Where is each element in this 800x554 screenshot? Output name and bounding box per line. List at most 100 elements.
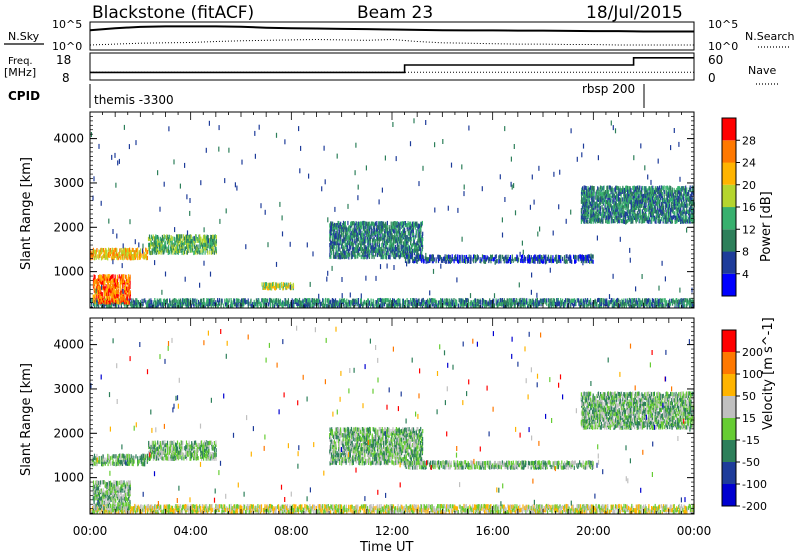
echo-cell xyxy=(653,200,655,205)
echo-cell xyxy=(569,298,571,303)
echo-cell xyxy=(408,226,410,231)
echo-cell xyxy=(620,203,622,208)
echo-cell xyxy=(115,294,117,299)
echo-cell xyxy=(427,303,429,308)
echo-cell xyxy=(207,235,209,240)
echo-cell xyxy=(108,276,111,281)
echo-cell xyxy=(170,235,172,240)
echo-cell xyxy=(220,298,222,303)
echo-cell xyxy=(107,278,110,283)
echo-cell xyxy=(355,238,357,243)
echo-cell xyxy=(656,210,658,215)
echo-cell xyxy=(631,219,633,224)
echo-cell xyxy=(521,258,523,263)
echo-cell xyxy=(490,255,493,260)
echo-cell xyxy=(151,248,153,253)
echo-cell xyxy=(552,300,554,305)
echo-cell xyxy=(666,185,668,190)
echo-cell xyxy=(435,302,437,307)
echo-cell xyxy=(530,255,532,260)
echo-cell xyxy=(593,195,595,200)
echo-cell xyxy=(389,237,391,242)
echo-cell xyxy=(432,298,434,303)
echo-cell xyxy=(586,201,588,206)
echo-cell xyxy=(425,256,427,261)
echo-cell xyxy=(277,298,280,303)
echo-cell xyxy=(294,298,296,303)
echo-cell xyxy=(416,223,418,228)
echo-cell xyxy=(407,255,409,260)
echo-cell xyxy=(126,278,128,283)
echo-cell xyxy=(478,299,480,304)
echo-cell xyxy=(105,288,107,293)
echo-cell xyxy=(102,284,104,289)
echo-cell xyxy=(584,198,586,203)
echo-cell xyxy=(302,303,304,308)
echo-cell xyxy=(626,298,629,303)
echo-cell xyxy=(558,258,560,264)
echo-cell xyxy=(619,191,621,196)
echo-cell xyxy=(229,304,231,309)
echo-cell xyxy=(429,254,431,259)
echo-cell xyxy=(655,219,657,224)
echo-cell xyxy=(182,238,184,243)
echo-cell xyxy=(118,300,120,305)
echo-cell xyxy=(275,282,277,287)
echo-cell xyxy=(470,259,472,264)
echo-cell xyxy=(543,259,545,264)
echo-cell xyxy=(568,304,570,309)
echo-cell xyxy=(273,303,275,308)
echo-cell xyxy=(629,209,631,214)
date-title: 18/Jul/2015 xyxy=(586,3,683,23)
echo-cell xyxy=(664,205,666,210)
echo-cell xyxy=(631,215,633,221)
echo-cell xyxy=(396,235,398,240)
echo-cell xyxy=(637,194,639,199)
echo-cell xyxy=(126,255,128,260)
echo-cell xyxy=(122,274,124,279)
echo-cell xyxy=(186,241,188,246)
nave-right-label: Nave xyxy=(748,64,776,77)
echo-cell xyxy=(349,247,351,252)
echo-cell xyxy=(358,228,360,233)
echo-cell xyxy=(389,247,391,252)
echo-cell xyxy=(177,234,180,239)
echo-cell xyxy=(611,191,613,196)
echo-cell xyxy=(212,300,214,305)
echo-cell xyxy=(178,234,181,239)
echo-cell xyxy=(102,276,104,281)
echo-cell xyxy=(653,197,655,202)
echo-cell xyxy=(614,210,616,215)
echo-cell xyxy=(628,302,630,307)
echo-cell xyxy=(371,228,373,233)
echo-cell xyxy=(660,205,662,210)
echo-cell xyxy=(373,225,375,230)
echo-cell xyxy=(474,298,477,303)
echo-cell xyxy=(605,299,607,305)
echo-cell xyxy=(625,187,627,192)
echo-cell xyxy=(251,303,253,308)
echo-cell xyxy=(291,298,293,303)
echo-cell xyxy=(646,304,648,309)
echo-cell xyxy=(386,303,388,308)
echo-cell xyxy=(356,225,358,230)
echo-cell xyxy=(247,301,249,306)
echo-cell xyxy=(595,201,597,206)
echo-cell xyxy=(507,259,509,264)
echo-cell xyxy=(120,251,122,256)
echo-cell xyxy=(381,229,383,234)
echo-cell xyxy=(110,288,112,293)
echo-cell xyxy=(265,282,267,287)
echo-cell xyxy=(644,215,646,220)
echo-cell xyxy=(406,254,408,259)
echo-cell xyxy=(587,254,589,259)
echo-cell xyxy=(638,302,640,307)
echo-cell xyxy=(121,278,123,283)
echo-cell xyxy=(173,236,175,241)
echo-cell xyxy=(330,226,333,232)
echo-cell xyxy=(167,250,169,255)
echo-cell xyxy=(327,298,329,303)
echo-cell xyxy=(408,237,410,242)
echo-cell xyxy=(604,211,606,216)
echo-cell xyxy=(390,241,392,246)
